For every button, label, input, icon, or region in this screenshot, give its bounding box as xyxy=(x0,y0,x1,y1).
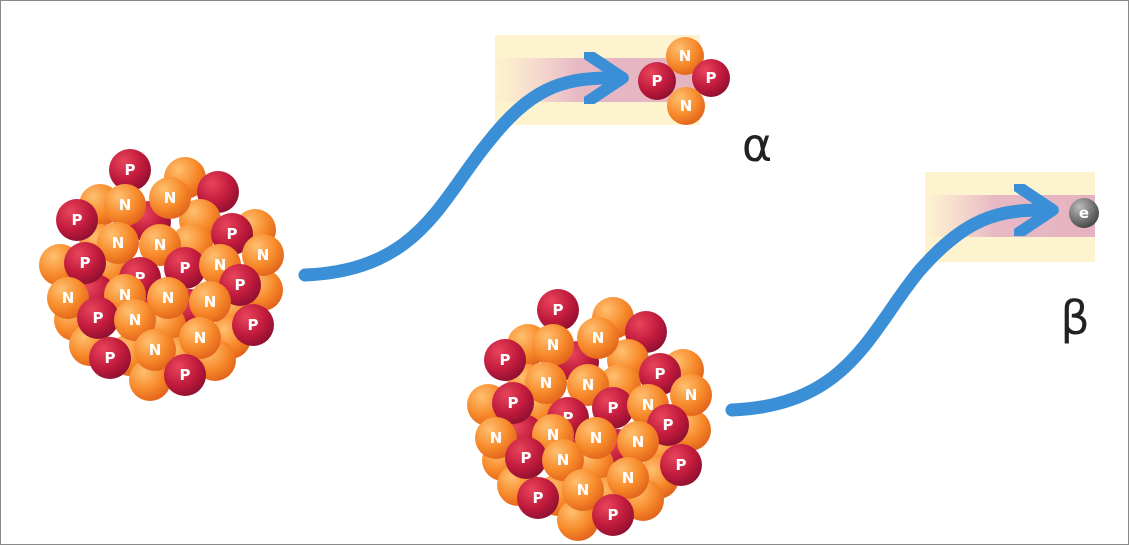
nucleon xyxy=(232,304,274,346)
nucleon-label: N xyxy=(685,386,698,404)
nucleon-label: N xyxy=(540,374,553,392)
nucleon-label: N xyxy=(119,196,132,214)
alpha-nucleon xyxy=(638,62,676,100)
nucleon-label: P xyxy=(135,269,146,287)
nucleon-label: N xyxy=(112,234,125,252)
electron-label: e xyxy=(1079,204,1089,222)
nucleon-label: P xyxy=(125,161,136,179)
nucleon-label: N xyxy=(577,481,590,499)
nucleon-label: N xyxy=(592,329,605,347)
nucleon-label: N xyxy=(194,329,207,347)
nucleon-label: P xyxy=(563,409,574,427)
nucleon-label: P xyxy=(608,506,619,524)
nucleon xyxy=(617,421,659,463)
nucleon xyxy=(89,337,131,379)
nucleon-label: P xyxy=(80,254,91,272)
nucleon-label: N xyxy=(214,256,227,274)
beta-symbol: β xyxy=(1060,291,1089,345)
nucleon-label: P xyxy=(521,449,532,467)
nucleon xyxy=(179,317,221,359)
nucleon xyxy=(149,177,191,219)
nucleon xyxy=(532,324,574,366)
nucleon xyxy=(660,444,702,486)
nucleon xyxy=(114,299,156,341)
nucleon-label: P xyxy=(235,276,246,294)
nucleon xyxy=(517,477,559,519)
nucleon-label: N xyxy=(154,236,167,254)
nucleon-label: N xyxy=(257,246,270,264)
alpha-nucleon-label: P xyxy=(706,69,717,87)
alpha-nucleon xyxy=(666,37,704,75)
alpha-nucleon xyxy=(667,87,705,125)
alpha-symbol: α xyxy=(742,118,772,172)
alpha-nucleon-label: N xyxy=(680,97,693,115)
nucleon xyxy=(134,329,176,371)
nucleon-label: P xyxy=(663,416,674,434)
nucleon-label: N xyxy=(490,429,503,447)
alpha-arrow xyxy=(298,78,610,282)
nucleon xyxy=(242,234,284,276)
nucleon xyxy=(475,417,517,459)
emitted-particles: NP PNe xyxy=(638,37,1099,228)
nucleon-label: P xyxy=(72,211,83,229)
nucleon-label: P xyxy=(180,366,191,384)
nucleon-label: N xyxy=(642,396,655,414)
nucleon-label: N xyxy=(622,469,635,487)
alpha-nucleon-label: N xyxy=(679,47,692,65)
nucleon xyxy=(505,437,547,479)
nucleon xyxy=(164,354,206,396)
nucleon xyxy=(56,199,98,241)
nucleon-label: N xyxy=(129,311,142,329)
nucleon xyxy=(189,281,231,323)
nucleon-label: P xyxy=(553,301,564,319)
beta-arrow xyxy=(725,210,1040,417)
nucleon xyxy=(577,317,619,359)
nucleon-label: P xyxy=(676,456,687,474)
nucleon-label: P xyxy=(533,489,544,507)
nucleon-label: N xyxy=(62,289,75,307)
nucleon-label: N xyxy=(162,289,175,307)
nucleon-label: P xyxy=(500,351,511,369)
nucleon xyxy=(525,362,567,404)
nucleon-label: P xyxy=(105,349,116,367)
nucleon-label: N xyxy=(547,336,560,354)
nucleon-label: P xyxy=(248,316,259,334)
nucleon-label: N xyxy=(547,426,560,444)
nucleon-label: N xyxy=(590,429,603,447)
nucleon-label: N xyxy=(204,293,217,311)
nucleon-label: P xyxy=(608,399,619,417)
nucleon-label: P xyxy=(227,225,238,243)
nucleon xyxy=(109,149,151,191)
alpha-nucleon-label: P xyxy=(652,72,663,90)
nucleon xyxy=(64,242,106,284)
alpha-nucleon xyxy=(692,59,730,97)
nucleon xyxy=(104,184,146,226)
nucleon xyxy=(575,417,617,459)
nucleon xyxy=(537,289,579,331)
nucleon xyxy=(592,494,634,536)
nucleon-label: P xyxy=(655,365,666,383)
nucleon xyxy=(492,382,534,424)
nucleon-label: N xyxy=(149,341,162,359)
nucleon-label: P xyxy=(93,309,104,327)
nucleon-label: N xyxy=(119,286,132,304)
nucleon xyxy=(670,374,712,416)
nucleon xyxy=(542,439,584,481)
nucleon xyxy=(607,457,649,499)
nucleon-label: N xyxy=(582,376,595,394)
nucleon-label: N xyxy=(557,451,570,469)
nucleon xyxy=(484,339,526,381)
nucleon-label: P xyxy=(508,394,519,412)
nucleon xyxy=(77,297,119,339)
electron xyxy=(1069,198,1099,228)
nucleon-label: P xyxy=(180,259,191,277)
nucleon xyxy=(147,277,189,319)
nucleon xyxy=(562,469,604,511)
nucleon xyxy=(47,277,89,319)
nucleon xyxy=(97,222,139,264)
nucleon-label: N xyxy=(632,433,645,451)
nucleon-label: N xyxy=(164,189,177,207)
